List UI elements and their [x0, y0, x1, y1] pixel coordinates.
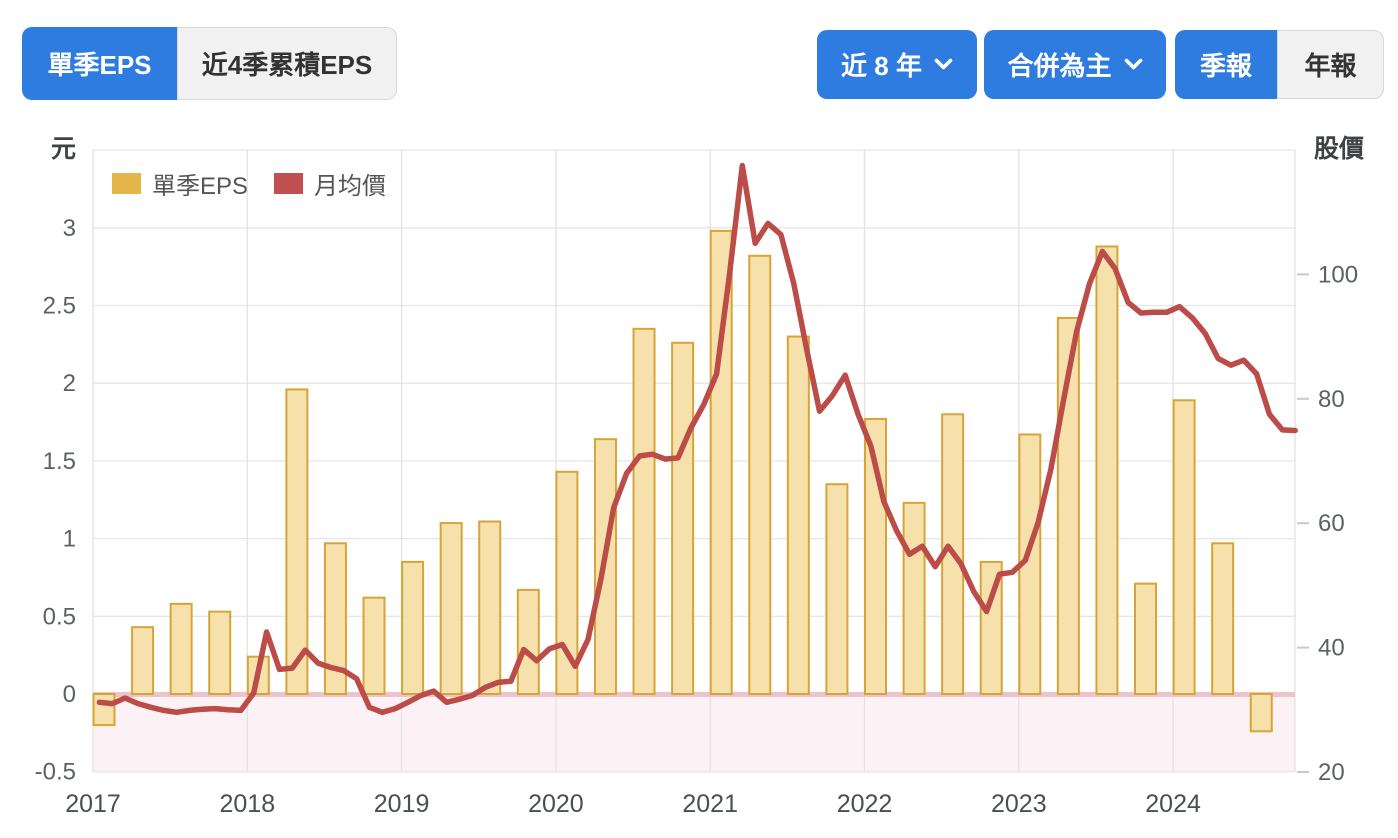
eps-bar-2020Q1: [555, 470, 579, 696]
eps-bar-2018Q3: [323, 542, 347, 696]
svg-text:3: 3: [63, 215, 76, 242]
eps-bar-2021Q4: [825, 483, 849, 695]
eps-bar-2020Q4: [671, 341, 695, 695]
svg-text:100: 100: [1318, 261, 1358, 288]
svg-text:2020: 2020: [528, 790, 584, 818]
x-axis-labels: 2017 2018 2019 2020 2021 2022 2023 2024: [65, 790, 1201, 818]
svg-text:80: 80: [1318, 386, 1345, 413]
eps-bar-2024Q2: [1211, 542, 1235, 696]
eps-bar-2018Q2: [285, 388, 309, 695]
eps-bar-2019Q4: [516, 588, 540, 696]
svg-text:0: 0: [63, 681, 76, 708]
right-axis-unit: 股價: [1314, 135, 1365, 163]
svg-text:2018: 2018: [219, 790, 275, 818]
eps-bar-2023Q3: [1095, 245, 1119, 695]
svg-text:2019: 2019: [374, 790, 430, 818]
statement-type-label: 合併為主: [1007, 51, 1112, 81]
year-range-select[interactable]: 近 8 年: [817, 30, 977, 99]
svg-text:2023: 2023: [991, 790, 1047, 818]
svg-text:2022: 2022: [837, 790, 893, 818]
svg-text:40: 40: [1318, 635, 1345, 662]
chevron-down-icon: [1124, 58, 1143, 71]
price-line: [96, 162, 1298, 716]
chart-legend: 單季EPS 月均價: [112, 166, 412, 201]
svg-text:2: 2: [63, 370, 76, 397]
eps-bar-2021Q3: [786, 335, 810, 695]
svg-text:60: 60: [1318, 510, 1345, 537]
svg-text:2021: 2021: [682, 790, 738, 818]
tab-single-quarter-eps[interactable]: 單季EPS: [22, 27, 177, 100]
svg-text:2017: 2017: [65, 790, 121, 818]
eps-bar-2018Q4: [362, 596, 386, 695]
tab-annual-report[interactable]: 年報: [1277, 30, 1384, 99]
year-range-label: 近 8 年: [841, 51, 922, 81]
svg-text:1: 1: [63, 526, 76, 553]
price-legend-swatch: [274, 173, 304, 194]
eps-bar-2024Q1: [1172, 399, 1196, 695]
chevron-down-icon: [934, 58, 953, 71]
svg-text:2024: 2024: [1145, 790, 1201, 818]
svg-text:1.5: 1.5: [43, 448, 76, 475]
tab-quarterly-report[interactable]: 季報: [1175, 30, 1277, 99]
eps-bar-2019Q1: [401, 560, 425, 695]
svg-text:0.5: 0.5: [43, 603, 76, 630]
price-legend-label: 月均價: [314, 173, 387, 200]
eps-bar-2019Q2: [439, 522, 463, 695]
right-axis-labels: 100 80 60 40 20: [1297, 261, 1358, 786]
eps-bar-2024Q3: [1249, 693, 1273, 733]
left-axis-unit: 元: [50, 135, 76, 163]
statement-type-select[interactable]: 合併為主: [984, 30, 1166, 99]
eps-bar-2019Q3: [478, 520, 502, 695]
eps-bar-2017Q4: [208, 610, 232, 695]
svg-text:20: 20: [1318, 759, 1345, 786]
eps-legend-label: 單季EPS: [152, 173, 249, 200]
left-axis-labels: 3 2.5 2 1.5 1 0.5 0 -0.5: [35, 215, 76, 786]
svg-text:2.5: 2.5: [43, 293, 76, 320]
eps-bar-2023Q4: [1134, 582, 1158, 696]
eps-bar-2020Q3: [632, 327, 656, 695]
eps-bar-2017Q1: [92, 693, 116, 727]
eps-bar-2017Q3: [169, 602, 193, 695]
svg-text:-0.5: -0.5: [35, 759, 76, 786]
eps-bar-2022Q2: [902, 501, 926, 695]
eps-bar-2022Q4: [979, 560, 1003, 695]
eps-bar-2021Q2: [748, 254, 772, 695]
negative-region: [93, 697, 1295, 772]
tab-trailing-4q-eps[interactable]: 近4季累積EPS: [177, 27, 397, 100]
eps-bar-2017Q2: [131, 626, 155, 695]
eps-legend-swatch: [112, 173, 141, 194]
eps-bar-2021Q1: [709, 229, 733, 696]
